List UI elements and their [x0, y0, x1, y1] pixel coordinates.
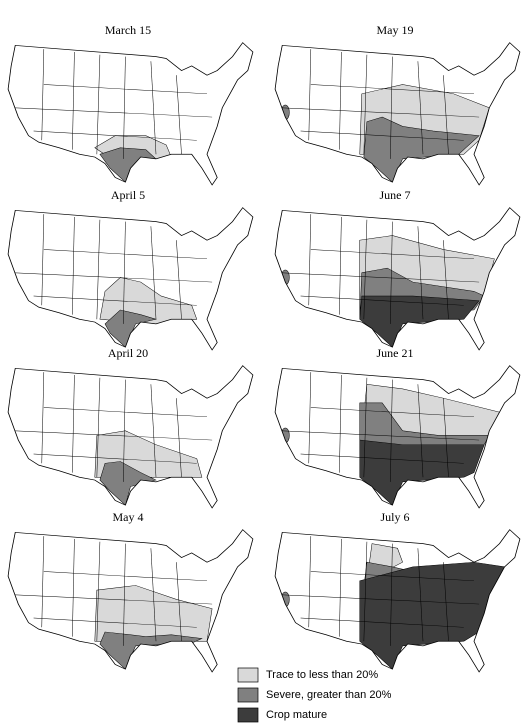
state-line	[13, 272, 213, 283]
state-line	[300, 295, 464, 306]
us-map	[7, 207, 254, 351]
state-line	[390, 56, 393, 159]
state-line	[13, 594, 213, 605]
legend-label: Severe, greater than 20%	[266, 689, 392, 701]
state-line	[308, 536, 312, 628]
state-line	[43, 407, 208, 418]
damage-zone	[359, 295, 480, 348]
state-line	[300, 617, 464, 628]
state-line	[363, 219, 368, 320]
map-title: March 15	[105, 23, 151, 37]
state-line	[443, 398, 449, 478]
state-line	[300, 453, 464, 464]
state-line	[33, 453, 197, 464]
state-line	[310, 407, 475, 418]
state-line	[390, 379, 393, 482]
state-line	[123, 379, 126, 482]
damage-zones	[13, 49, 213, 183]
state-line	[280, 272, 480, 283]
state-line	[41, 214, 45, 306]
legend-label: Trace to less than 20%	[266, 669, 378, 681]
state-line	[150, 384, 157, 478]
state-line	[150, 61, 157, 155]
state-line	[443, 75, 449, 155]
state-line	[96, 219, 101, 320]
state-line	[43, 84, 208, 95]
damage-zones	[13, 214, 213, 348]
state-line	[308, 372, 312, 464]
state-line	[443, 240, 449, 320]
legend-label: Crop mature	[266, 709, 327, 721]
state-line	[417, 384, 424, 478]
state-line	[33, 617, 197, 628]
damage-zone	[363, 116, 480, 183]
state-line	[417, 226, 424, 320]
state-line	[363, 54, 368, 155]
state-line	[123, 56, 126, 159]
state-line	[123, 221, 126, 324]
damage-zones	[280, 536, 505, 670]
state-line	[43, 571, 208, 582]
state-line	[176, 562, 182, 642]
state-line	[41, 49, 45, 141]
state-line	[13, 430, 213, 441]
state-line	[43, 249, 208, 260]
state-line	[417, 548, 424, 642]
state-line	[417, 61, 424, 155]
state-line	[310, 84, 475, 95]
state-line	[33, 130, 197, 141]
state-line	[363, 377, 368, 478]
legend-swatch	[237, 687, 259, 703]
state-line	[308, 49, 312, 141]
state-line	[96, 377, 101, 478]
state-line	[280, 107, 480, 118]
state-line	[41, 536, 45, 628]
damage-zones	[13, 372, 213, 506]
us-map	[274, 207, 521, 351]
us-map	[274, 42, 521, 186]
us-map	[274, 365, 521, 509]
state-line	[300, 130, 464, 141]
state-line	[123, 543, 126, 646]
state-line	[96, 54, 101, 155]
state-line	[390, 221, 393, 324]
map-title: June 21	[377, 346, 414, 360]
damage-zone	[99, 461, 157, 506]
legend-swatch	[237, 667, 259, 683]
state-line	[390, 543, 393, 646]
state-line	[280, 594, 480, 605]
state-line	[363, 541, 368, 642]
us-map	[274, 529, 521, 673]
us-map	[7, 365, 254, 509]
state-line	[150, 226, 157, 320]
damage-zones	[280, 214, 495, 348]
state-line	[96, 541, 101, 642]
map-title: April 20	[108, 346, 148, 360]
damage-zone	[99, 147, 157, 183]
map-title: May 4	[113, 510, 144, 524]
map-title: April 5	[111, 188, 145, 202]
state-line	[33, 295, 197, 306]
legend-swatch	[237, 707, 259, 723]
state-line	[310, 249, 475, 260]
state-line	[150, 548, 157, 642]
state-line	[280, 430, 480, 441]
damage-zones	[280, 372, 500, 506]
map-title: July 6	[380, 510, 409, 524]
map-title: May 19	[377, 23, 414, 37]
state-line	[443, 562, 449, 642]
state-line	[176, 240, 182, 320]
state-line	[308, 214, 312, 306]
state-line	[176, 75, 182, 155]
us-map	[7, 42, 254, 186]
state-line	[13, 107, 213, 118]
state-line	[176, 398, 182, 478]
state-line	[41, 372, 45, 464]
us-map	[7, 529, 254, 673]
state-line	[310, 571, 475, 582]
map-title: June 7	[380, 188, 411, 202]
